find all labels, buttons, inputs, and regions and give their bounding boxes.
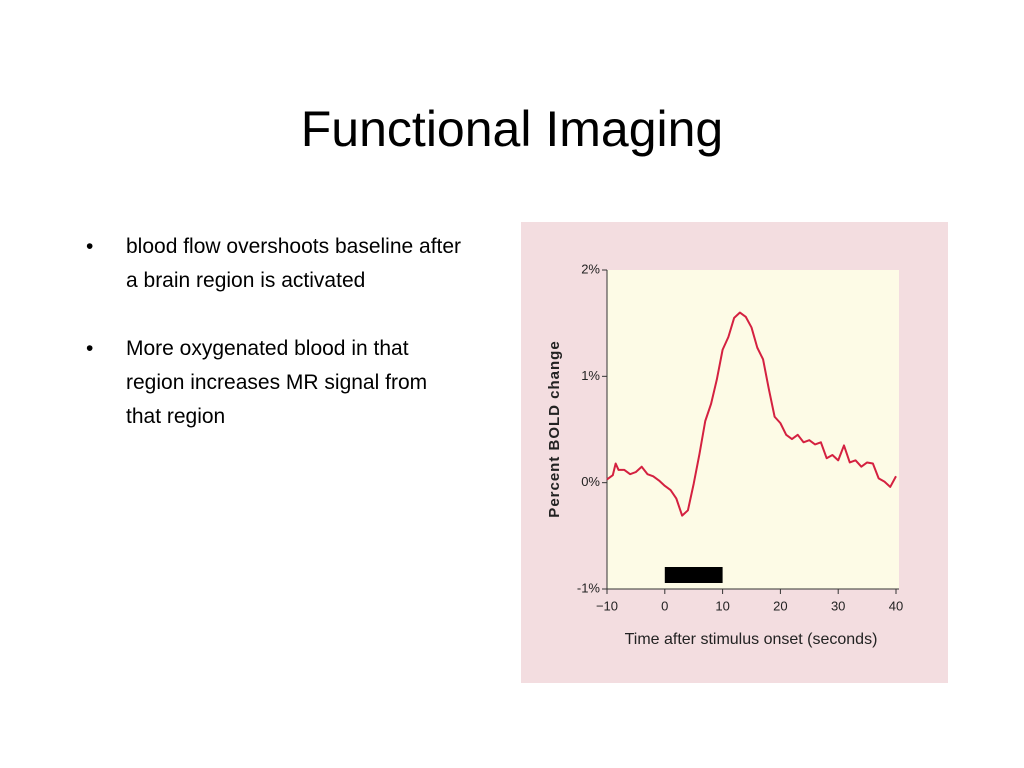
y-tick-label: 0% (581, 474, 600, 489)
y-tick-label: -1% (577, 580, 601, 595)
data-line (606, 311, 897, 517)
x-tick-label: 20 (773, 598, 787, 613)
chart: Time after stimulus onset (seconds) Perc… (521, 222, 948, 683)
bullet: blood flow overshoots baseline after a b… (84, 230, 464, 298)
bullet-list: blood flow overshoots baseline after a b… (84, 230, 464, 468)
x-tick-label: 0 (661, 598, 668, 613)
x-tick-label: 10 (715, 598, 729, 613)
bullet: More oxygenated blood in that region inc… (84, 332, 464, 434)
y-axis-label: Percent BOLD change (546, 340, 563, 517)
stimulus-bar (664, 567, 723, 583)
plot-area (607, 270, 899, 589)
x-tick-label: 30 (831, 598, 845, 613)
x-tick-label: 40 (889, 598, 903, 613)
slide-title: Functional Imaging (300, 101, 724, 157)
x-axis-label: Time after stimulus onset (seconds) (625, 631, 878, 648)
y-tick-label: 2% (581, 261, 600, 276)
y-tick-label: 1% (581, 368, 600, 383)
x-tick-label: −10 (596, 598, 618, 613)
